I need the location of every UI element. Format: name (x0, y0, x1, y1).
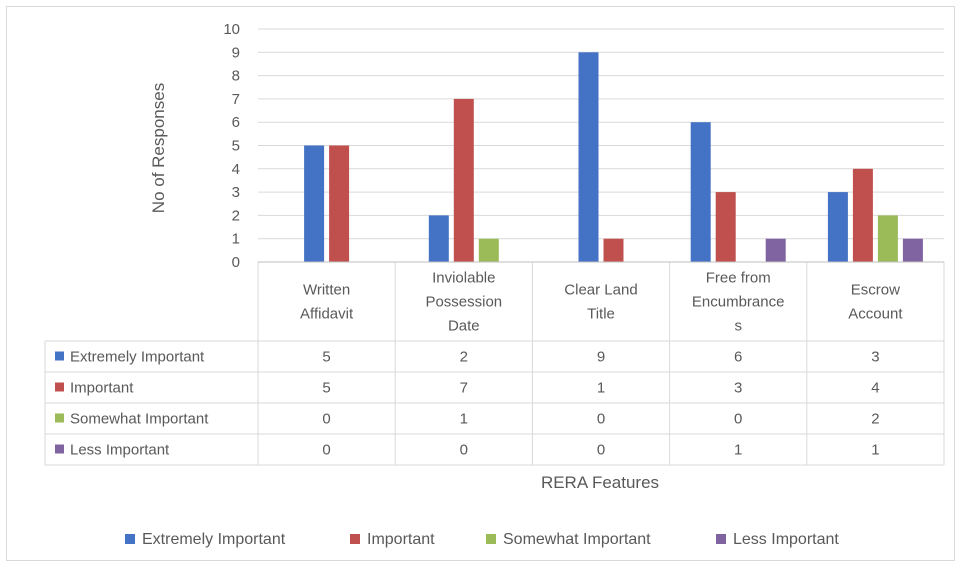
chart-frame (6, 6, 955, 561)
bar (329, 145, 350, 262)
table-cell: 6 (734, 349, 742, 366)
y-tick-label: 6 (232, 114, 240, 131)
table-cell: 2 (871, 411, 879, 428)
table-cell: 3 (734, 380, 742, 397)
bar (478, 238, 499, 262)
table-cell: 9 (597, 349, 605, 366)
table-cell: 1 (460, 411, 468, 428)
y-tick-label: 5 (232, 138, 240, 155)
table-cell: 1 (734, 442, 742, 459)
series-label: Less Important (70, 442, 170, 459)
bar (304, 145, 325, 262)
table-cell: 2 (460, 349, 468, 366)
y-axis-ticks: 0 1 2 3 4 5 6 7 8 9 10 (223, 21, 240, 271)
x-axis-title: RERA Features (541, 473, 659, 492)
bar (690, 122, 711, 262)
category-label: Account (848, 306, 903, 323)
bar (603, 238, 624, 262)
y-tick-label: 9 (232, 44, 240, 61)
table-cell: 0 (322, 411, 330, 428)
table-cell: 5 (322, 349, 330, 366)
category-label: Free from (706, 270, 771, 287)
category-label: Affidavit (300, 306, 354, 323)
bar (827, 192, 848, 262)
legend-label: Less Important (733, 531, 839, 548)
legend-label: Important (367, 531, 435, 548)
legend-swatch (125, 534, 135, 544)
bar (428, 215, 449, 262)
table-cell: 0 (460, 442, 468, 459)
y-tick-label: 3 (232, 184, 240, 201)
category-label: Encumbrance (692, 294, 785, 311)
table-cell: 0 (597, 411, 605, 428)
series-label: Important (70, 380, 134, 397)
table-cell: 7 (460, 380, 468, 397)
category-label: Inviolable (432, 270, 495, 287)
table-cell: 0 (597, 442, 605, 459)
category-label: Written (303, 282, 350, 299)
bar (578, 52, 599, 262)
table-cell: 3 (871, 349, 879, 366)
bar (765, 238, 786, 262)
y-tick-label: 8 (232, 68, 240, 85)
y-tick-label: 1 (232, 231, 240, 248)
table-cell: 1 (597, 380, 605, 397)
table-cell: 1 (871, 442, 879, 459)
y-tick-label: 10 (223, 21, 240, 38)
table-cell: 4 (871, 380, 879, 397)
bar (453, 98, 474, 263)
category-label: Clear Land (564, 282, 637, 299)
table-cell: 0 (322, 442, 330, 459)
series-key (55, 444, 64, 454)
category-label: Date (448, 318, 480, 335)
y-tick-label: 2 (232, 207, 240, 224)
series-key (55, 382, 64, 392)
legend-swatch (716, 534, 726, 544)
legend: Extremely Important Important Somewhat Imp… (125, 531, 839, 548)
legend-swatch (350, 534, 360, 544)
bars (304, 52, 923, 263)
bar (877, 215, 898, 262)
y-tick-label: 0 (232, 254, 240, 271)
series-label: Extremely Important (70, 349, 205, 366)
category-label: Possession (425, 294, 502, 311)
series-label: Somewhat Important (70, 411, 209, 428)
legend-label: Somewhat Important (503, 531, 651, 548)
bar (715, 192, 736, 262)
series-key (55, 351, 64, 361)
legend-label: Extremely Important (142, 531, 286, 548)
y-tick-label: 4 (232, 161, 240, 178)
y-tick-label: 7 (232, 91, 240, 108)
category-label: s (734, 318, 742, 335)
table-cell: 0 (734, 411, 742, 428)
bar (852, 168, 873, 262)
bar (902, 238, 923, 262)
category-label: Escrow (851, 282, 900, 299)
legend-swatch (486, 534, 496, 544)
table-cell: 5 (322, 380, 330, 397)
data-table: Written Affidavit Inviolable Possession Date… (44, 261, 945, 466)
category-label: Title (587, 306, 615, 323)
series-key (55, 413, 64, 423)
y-axis-title: No of Responses (149, 83, 168, 213)
